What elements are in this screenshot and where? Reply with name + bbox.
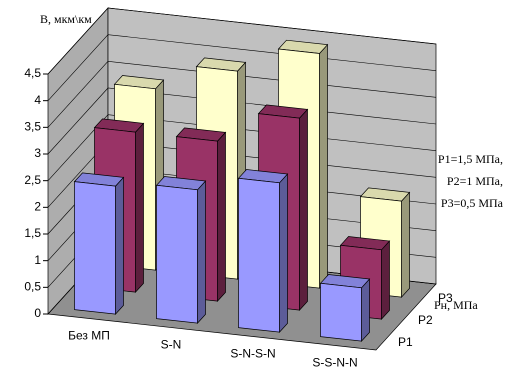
depth-tick-label: P2 bbox=[418, 313, 433, 327]
bar-side bbox=[299, 108, 308, 312]
grid-line bbox=[47, 7, 437, 75]
depth-tick-label: P3 bbox=[438, 291, 453, 305]
depth-tick-label: P1 bbox=[398, 335, 413, 349]
bar bbox=[319, 274, 371, 343]
y-tick-label: 3 bbox=[34, 146, 41, 160]
y-tick-label: 2 bbox=[34, 200, 41, 214]
depth-axis-label: Рн, МПа bbox=[434, 298, 478, 312]
y-tick-label: 4 bbox=[34, 93, 41, 107]
y-tick-label: 3,5 bbox=[24, 120, 41, 134]
y-tick-label: 2,5 bbox=[24, 173, 41, 187]
bar-side bbox=[197, 180, 206, 325]
bar-front bbox=[320, 282, 362, 342]
y-tick-label: 0 bbox=[34, 306, 41, 320]
bar-side bbox=[361, 278, 370, 343]
bar-side bbox=[135, 122, 144, 294]
annotation: P3=0,5 МПа bbox=[441, 196, 504, 210]
bar bbox=[155, 176, 207, 325]
x-tick-label: S-S-N-N bbox=[312, 356, 357, 370]
x-tick-label: S-N-S-N bbox=[230, 347, 275, 361]
annotation: P2=1 МПа, bbox=[447, 174, 503, 188]
y-tick-label: 4,5 bbox=[24, 66, 41, 80]
y-axis-label: В, мкм\км bbox=[40, 12, 92, 26]
bar-front bbox=[238, 177, 280, 333]
x-tick-label: S-N bbox=[161, 338, 182, 352]
bar-front bbox=[74, 181, 116, 315]
bar-side bbox=[401, 191, 410, 299]
x-tick-label: Без МП bbox=[68, 329, 110, 343]
bar-side bbox=[217, 131, 226, 303]
y-tick-label: 1 bbox=[34, 253, 41, 267]
y-tick-label: 0,5 bbox=[24, 280, 41, 294]
bar bbox=[73, 172, 125, 316]
bar-side bbox=[319, 43, 328, 290]
annotation: P1=1,5 МПа, bbox=[438, 152, 503, 166]
bar-side bbox=[279, 173, 288, 334]
bar bbox=[237, 169, 289, 334]
bar-side bbox=[381, 240, 390, 321]
bar-side bbox=[115, 176, 124, 316]
bar-front bbox=[156, 184, 198, 324]
y-tick-label: 1,5 bbox=[24, 226, 41, 240]
